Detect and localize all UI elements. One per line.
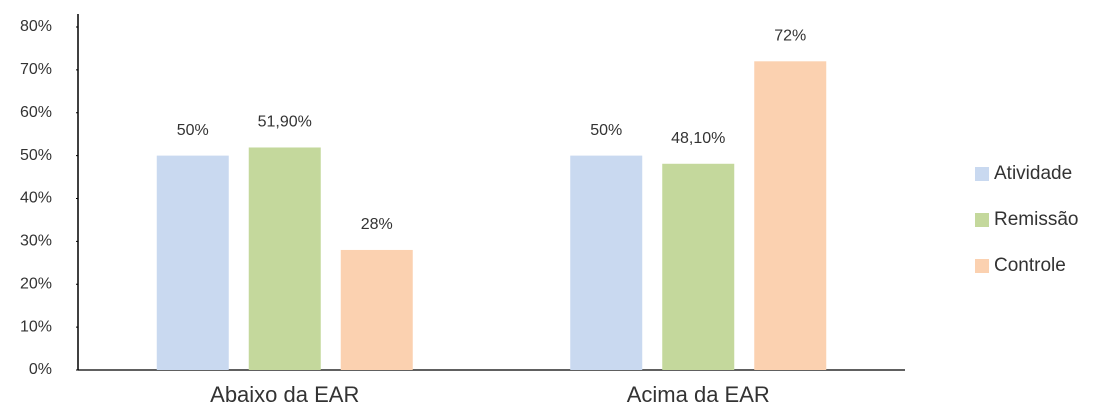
legend-swatch [975,167,989,181]
value-label: 72% [774,28,806,45]
x-tick-label: Acima da EAR [627,382,770,407]
value-label: 51,90% [258,114,312,131]
bar [248,147,321,370]
bar [340,249,413,370]
bar [754,61,827,371]
y-tick-label: 10% [20,318,52,335]
value-label: 28% [361,216,393,233]
value-label: 50% [177,122,209,139]
legend-label: Remissão [994,209,1078,230]
y-tick-label: 20% [20,275,52,292]
y-tick-label: 50% [20,147,52,164]
y-tick-label: 80% [20,18,52,35]
y-tick-label: 70% [20,61,52,78]
bar [570,155,643,370]
value-label: 50% [590,122,622,139]
legend-label: Atividade [994,163,1072,184]
value-label: 48,10% [671,130,725,147]
y-tick-label: 0% [29,361,52,378]
bar [156,155,229,370]
legend-swatch [975,259,989,273]
y-tick-label: 60% [20,104,52,121]
legend-swatch [975,213,989,227]
y-tick-label: 40% [20,190,52,207]
x-tick-label: Abaixo da EAR [210,382,359,407]
y-tick-label: 30% [20,233,52,250]
legend-label: Controle [994,255,1066,276]
bar [662,163,735,370]
